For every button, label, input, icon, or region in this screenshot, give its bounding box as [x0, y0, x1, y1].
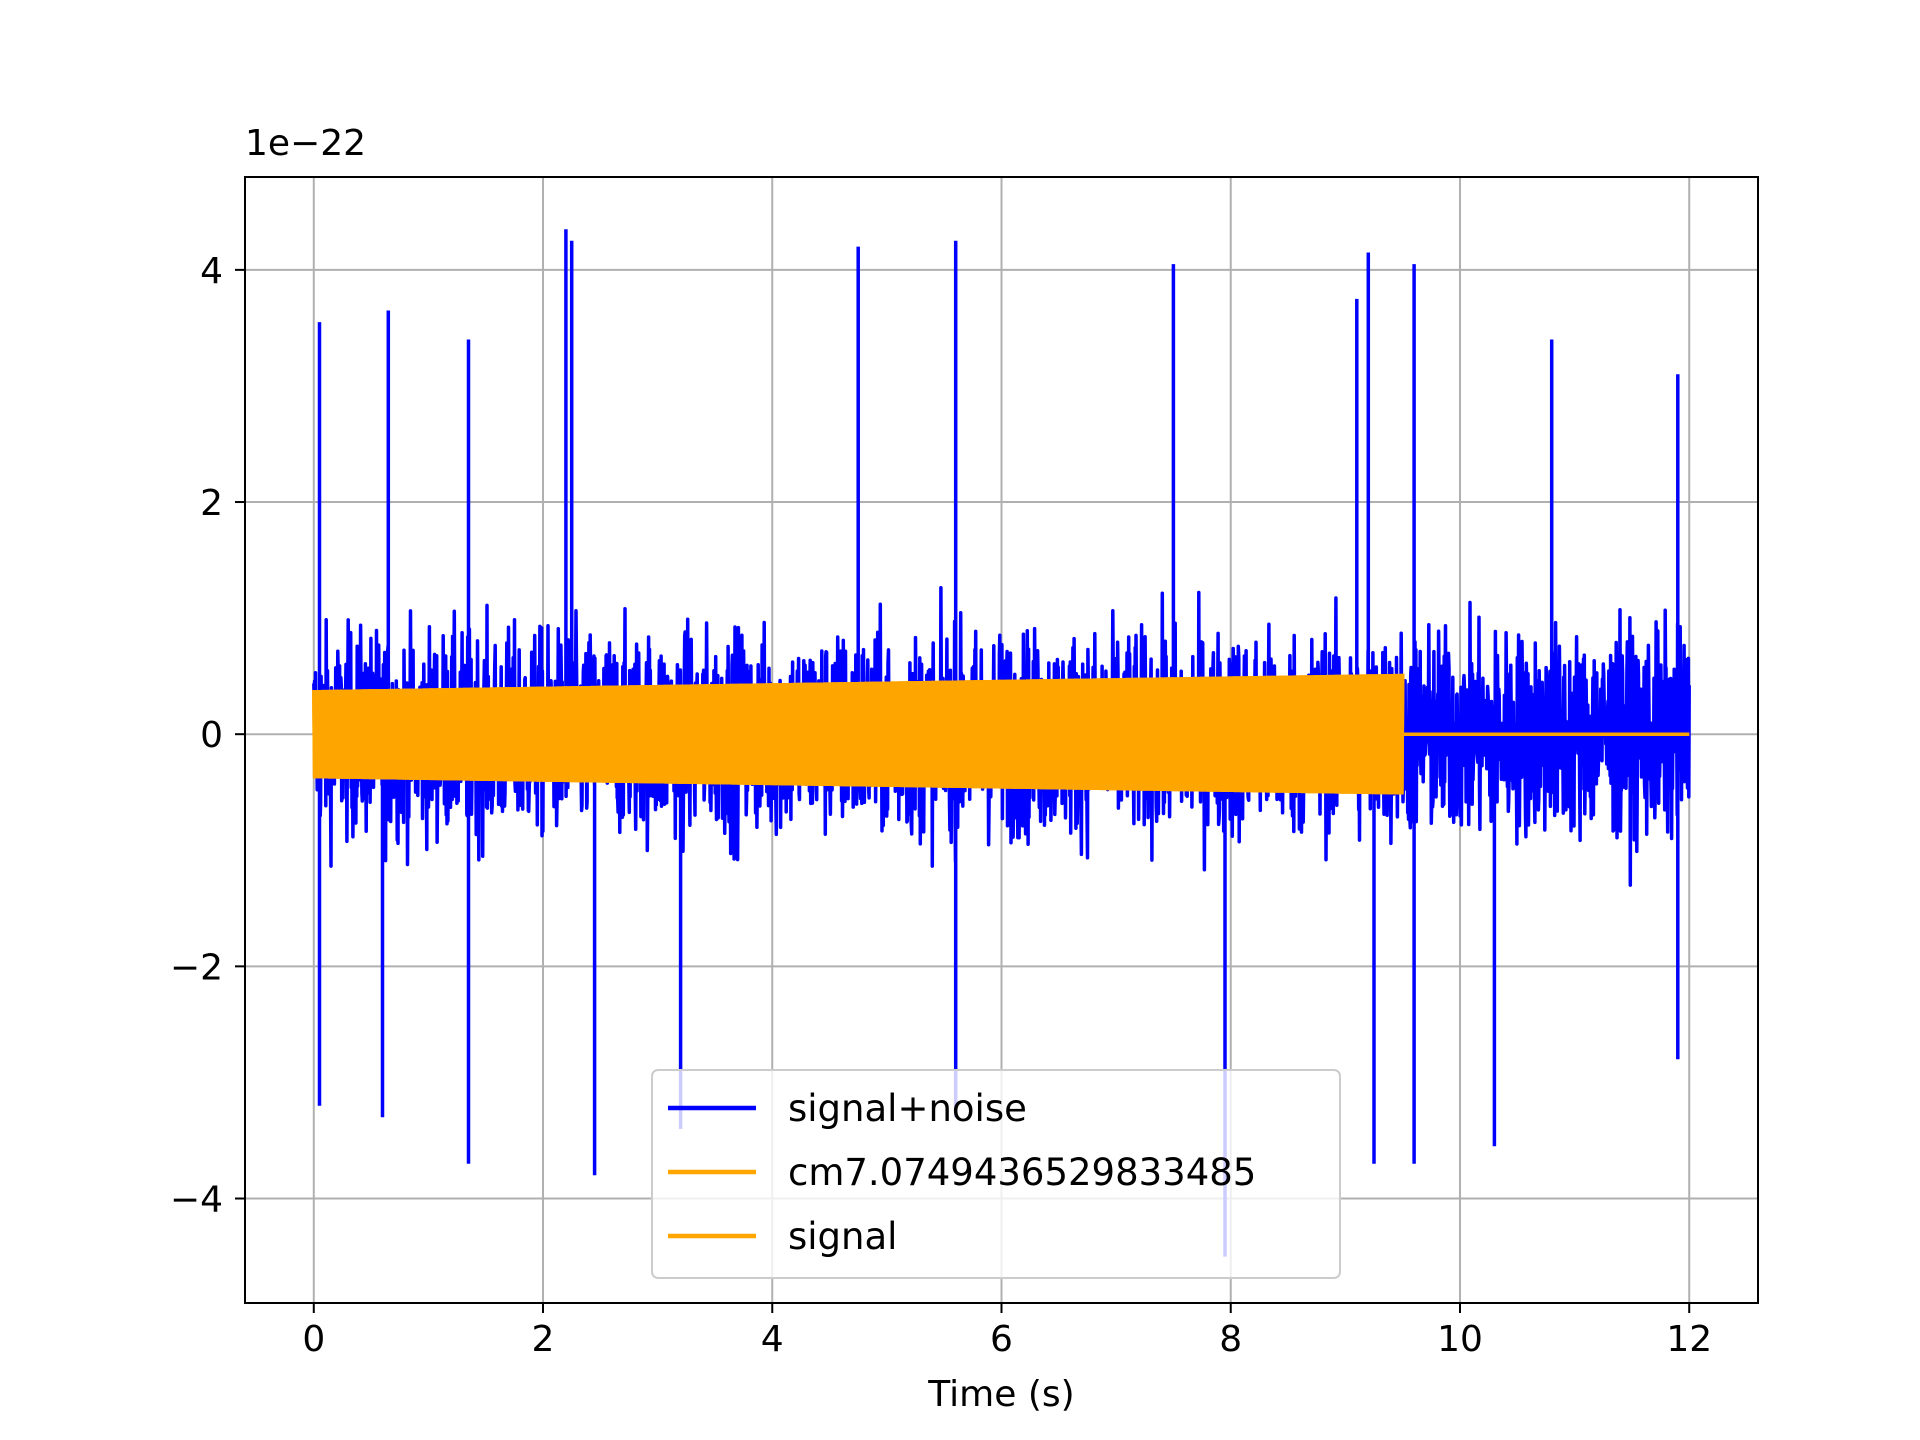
legend-label: cm7.0749436529833485 — [788, 1151, 1256, 1194]
legend-label: signal+noise — [788, 1087, 1027, 1130]
y-tick-label: 4 — [200, 251, 223, 292]
x-tick-label: 12 — [1666, 1319, 1712, 1360]
x-tick-label: 2 — [532, 1319, 555, 1360]
series-signal-line — [312, 673, 1405, 795]
series-layer — [312, 229, 1691, 1257]
x-tick-label: 10 — [1437, 1319, 1483, 1360]
y-tick-label: 2 — [200, 483, 223, 524]
y-scale-multiplier: 1e−22 — [245, 123, 366, 164]
x-tick-label: 4 — [761, 1319, 784, 1360]
x-tick-label: 6 — [990, 1319, 1013, 1360]
x-axis-label: Time (s) — [927, 1374, 1074, 1415]
ticks: 0 2 4 6 8 10 12 −4 −2 0 2 4 — [170, 251, 1712, 1360]
legend: signal+noise cm7.0749436529833485 signal — [651, 1069, 1341, 1279]
x-tick-label: 8 — [1219, 1319, 1242, 1360]
y-tick-label: 0 — [200, 715, 223, 756]
legend-label: signal — [788, 1215, 897, 1258]
x-tick-label: 0 — [302, 1319, 325, 1360]
legend-box — [651, 1069, 1341, 1279]
y-tick-label: −2 — [170, 947, 223, 988]
y-tick-label: −4 — [170, 1180, 223, 1221]
